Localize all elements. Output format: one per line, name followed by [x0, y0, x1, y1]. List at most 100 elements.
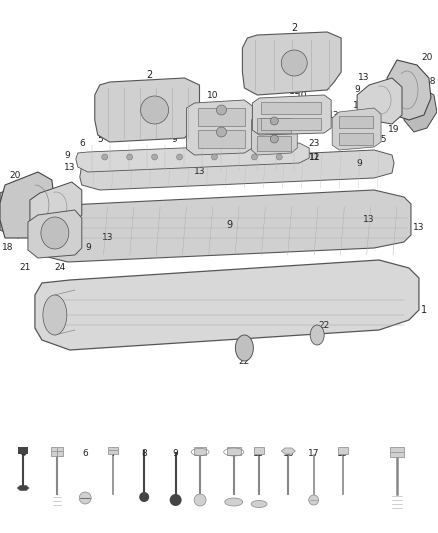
FancyBboxPatch shape	[339, 133, 373, 145]
Text: 17: 17	[249, 141, 260, 149]
Text: 13: 13	[194, 166, 205, 175]
Text: 8: 8	[141, 448, 147, 457]
FancyBboxPatch shape	[51, 447, 63, 456]
Polygon shape	[0, 172, 55, 238]
FancyBboxPatch shape	[227, 447, 241, 455]
Circle shape	[216, 105, 226, 115]
Text: 11: 11	[279, 133, 290, 142]
Ellipse shape	[235, 335, 253, 361]
Text: 13: 13	[102, 232, 113, 241]
Text: 13: 13	[228, 448, 240, 457]
Text: 8: 8	[177, 93, 182, 102]
Polygon shape	[76, 143, 309, 172]
Text: 23: 23	[391, 448, 403, 457]
Text: 9: 9	[354, 85, 360, 94]
Polygon shape	[357, 78, 402, 124]
Text: 19: 19	[388, 125, 400, 134]
Text: 11: 11	[351, 110, 363, 119]
Circle shape	[281, 50, 307, 76]
Text: 15: 15	[376, 135, 388, 144]
Circle shape	[216, 127, 226, 137]
FancyBboxPatch shape	[198, 108, 245, 126]
Text: 9: 9	[226, 220, 233, 230]
Ellipse shape	[43, 214, 67, 250]
Text: 15: 15	[351, 124, 363, 133]
Polygon shape	[28, 210, 82, 258]
Circle shape	[276, 154, 282, 160]
Text: 1: 1	[421, 305, 427, 315]
Circle shape	[79, 492, 91, 504]
Polygon shape	[17, 486, 29, 490]
Text: 16: 16	[249, 116, 260, 125]
Text: 9: 9	[64, 150, 70, 159]
Polygon shape	[0, 185, 30, 238]
FancyBboxPatch shape	[261, 102, 321, 114]
Circle shape	[270, 135, 278, 143]
Polygon shape	[387, 60, 431, 120]
Text: 11: 11	[289, 87, 300, 96]
Text: 14: 14	[353, 101, 365, 110]
Text: 12: 12	[226, 154, 237, 163]
Text: 13: 13	[363, 215, 375, 224]
Circle shape	[194, 494, 206, 506]
Circle shape	[170, 494, 182, 506]
Polygon shape	[251, 112, 297, 155]
Text: 22: 22	[239, 358, 250, 367]
Circle shape	[102, 154, 108, 160]
Text: 13: 13	[169, 150, 180, 159]
Text: 16: 16	[283, 448, 294, 457]
Text: 20: 20	[421, 53, 433, 62]
Text: 11: 11	[194, 448, 206, 457]
Circle shape	[251, 154, 258, 160]
Text: 9: 9	[356, 158, 362, 167]
FancyBboxPatch shape	[194, 447, 206, 455]
Polygon shape	[80, 150, 394, 190]
FancyBboxPatch shape	[254, 447, 264, 454]
Polygon shape	[404, 85, 437, 132]
Circle shape	[177, 154, 183, 160]
Text: 6: 6	[79, 139, 85, 148]
Text: 7: 7	[110, 448, 116, 457]
Text: 24: 24	[54, 263, 65, 272]
Text: 9: 9	[69, 238, 75, 247]
Polygon shape	[187, 100, 252, 155]
Text: 2: 2	[291, 23, 297, 33]
FancyBboxPatch shape	[390, 447, 404, 457]
Ellipse shape	[43, 295, 67, 335]
FancyBboxPatch shape	[108, 447, 118, 454]
Text: 9: 9	[173, 448, 179, 457]
Ellipse shape	[225, 498, 243, 506]
Text: 13: 13	[64, 164, 76, 173]
Text: 7: 7	[197, 143, 202, 152]
Text: 9: 9	[97, 160, 102, 169]
Circle shape	[141, 96, 169, 124]
Text: 15: 15	[253, 448, 265, 457]
Text: 23: 23	[308, 139, 320, 148]
Text: 22: 22	[318, 320, 330, 329]
Polygon shape	[30, 182, 82, 230]
Circle shape	[152, 154, 158, 160]
Text: 9: 9	[172, 135, 177, 144]
Polygon shape	[242, 32, 341, 95]
Text: 21: 21	[19, 263, 31, 272]
Circle shape	[309, 495, 319, 505]
Text: 6: 6	[82, 448, 88, 457]
Text: 9: 9	[244, 109, 250, 117]
Text: 14: 14	[270, 106, 281, 115]
FancyBboxPatch shape	[258, 118, 291, 133]
Text: 3: 3	[125, 133, 131, 142]
FancyBboxPatch shape	[338, 447, 348, 454]
Text: 10: 10	[207, 91, 218, 100]
Polygon shape	[252, 95, 331, 135]
Circle shape	[139, 492, 149, 502]
Polygon shape	[35, 260, 419, 350]
FancyBboxPatch shape	[339, 116, 373, 128]
Text: 4: 4	[155, 133, 160, 141]
Text: 18: 18	[2, 244, 14, 253]
FancyBboxPatch shape	[258, 136, 291, 151]
Text: 13: 13	[41, 238, 53, 247]
FancyBboxPatch shape	[261, 118, 321, 130]
Text: 13: 13	[358, 74, 370, 83]
Text: 10: 10	[296, 92, 307, 101]
Ellipse shape	[310, 325, 324, 345]
